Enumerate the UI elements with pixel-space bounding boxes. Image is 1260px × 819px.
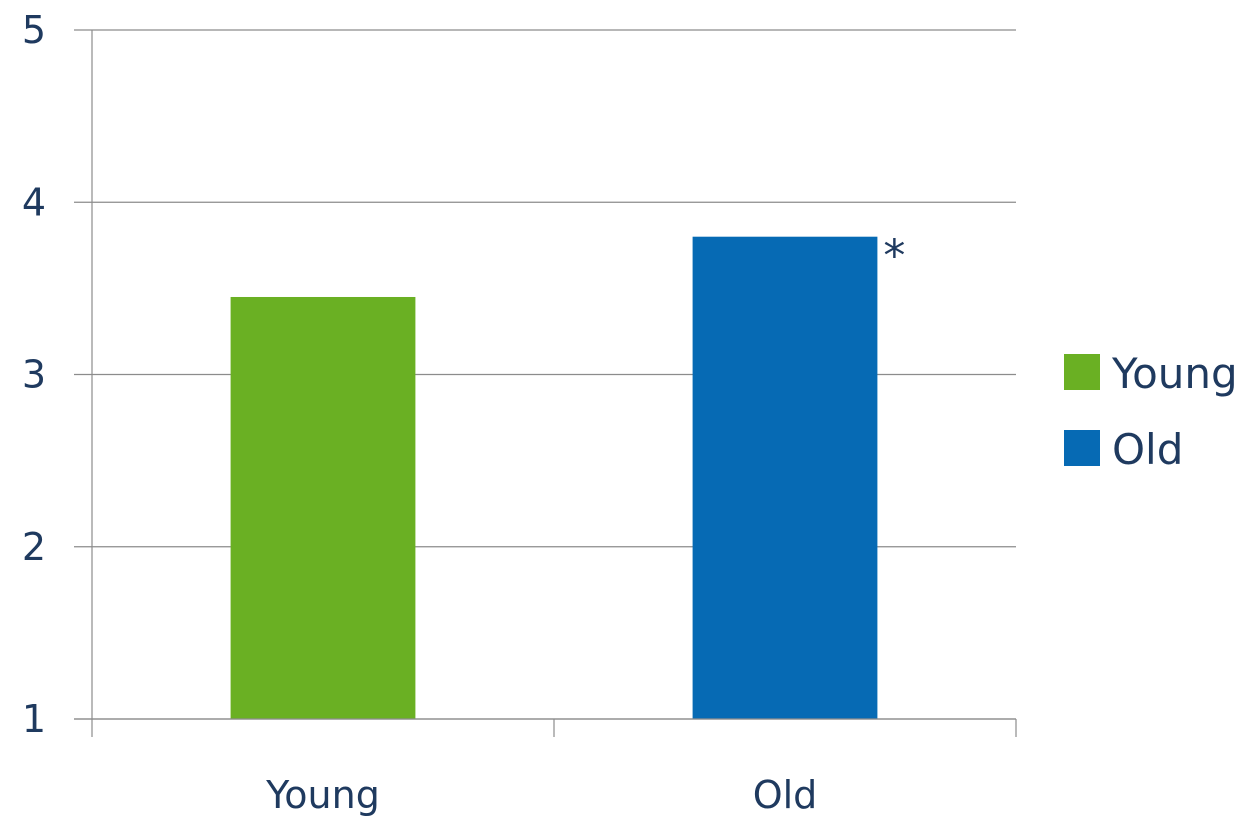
bar-young xyxy=(230,296,416,719)
y-tick-label: 3 xyxy=(22,353,46,397)
x-tick-label: Young xyxy=(265,773,380,817)
y-tick-label: 1 xyxy=(22,697,46,741)
legend-swatch xyxy=(1064,430,1100,466)
legend-swatch xyxy=(1064,354,1100,390)
x-tick-labels: Young Old xyxy=(265,773,817,817)
y-tick-labels: 1 2 3 4 5 xyxy=(22,8,46,741)
y-tick-label: 5 xyxy=(22,8,46,52)
bars xyxy=(230,236,878,719)
bar-old xyxy=(692,236,878,719)
y-tick-label: 4 xyxy=(22,180,46,224)
annotations: * xyxy=(883,231,905,282)
legend-label: Young xyxy=(1111,349,1238,398)
x-tick-label: Old xyxy=(753,773,818,817)
significance-marker: * xyxy=(883,231,905,282)
axes xyxy=(74,30,1017,737)
legend: Young Old xyxy=(1064,349,1238,474)
legend-label: Old xyxy=(1112,425,1183,474)
y-tick-label: 2 xyxy=(22,525,46,569)
